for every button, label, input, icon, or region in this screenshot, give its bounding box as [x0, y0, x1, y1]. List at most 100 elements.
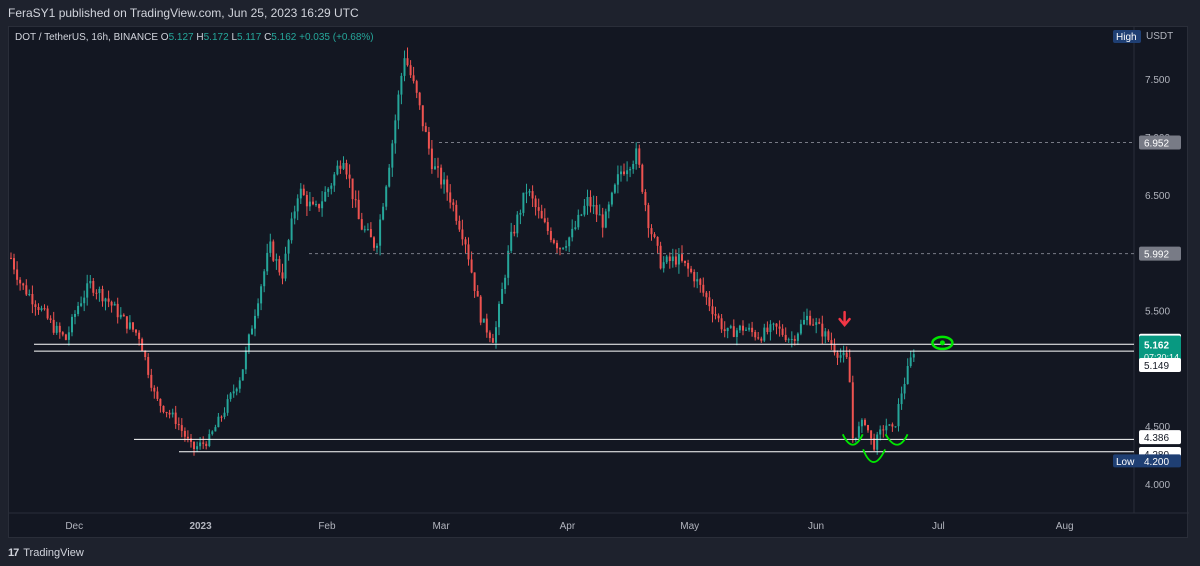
candle-body-50	[162, 405, 165, 412]
chart-panel[interactable]: 7.5007.0006.5006.0005.5004.5004.000USDT6…	[8, 26, 1189, 539]
candle-body-295	[909, 357, 912, 366]
candle-body-123	[385, 186, 388, 207]
candle-body-293	[903, 384, 906, 394]
candle-body-93	[293, 211, 296, 219]
candle-body-262	[809, 315, 812, 325]
high-tag: High	[1116, 32, 1137, 43]
candle-body-67	[214, 427, 217, 432]
candle-body-36	[119, 314, 122, 318]
current-price-label: 5.162	[1144, 341, 1169, 352]
candle-body-9	[37, 307, 40, 310]
high-tag-bg	[1113, 30, 1141, 43]
candle-body-8	[34, 304, 37, 307]
candle-body-172	[534, 198, 537, 208]
candle-body-105	[330, 185, 333, 189]
candle-body-265	[818, 322, 821, 324]
candle-body-273	[842, 352, 845, 356]
candle-body-37	[122, 314, 125, 317]
candle-body-183	[568, 237, 571, 247]
publish-info: FeraSY1 published on TradingView.com, Ju…	[8, 6, 359, 20]
candles	[10, 47, 915, 456]
candle-body-164	[510, 231, 513, 251]
low-value: 4.200	[1144, 457, 1169, 468]
candle-body-38	[125, 316, 128, 329]
candle-body-284	[876, 434, 879, 450]
candle-body-286	[882, 429, 885, 431]
candle-body-168	[522, 192, 525, 213]
candle-body-94	[296, 198, 299, 212]
candle-body-130	[406, 58, 409, 66]
candle-body-224	[693, 272, 696, 282]
candlestick-chart[interactable]: 7.5007.0006.5006.0005.5004.5004.000USDT6…	[9, 27, 1189, 539]
candle-body-281	[867, 425, 869, 431]
candle-body-257	[793, 339, 796, 341]
candle-body-211	[653, 234, 656, 237]
candle-body-120	[376, 245, 378, 248]
ohlc-legend: DOT / TetherUS, 16h, BINANCE O5.127 H5.1…	[15, 32, 374, 43]
low-tag-bg	[1113, 454, 1181, 468]
candle-body-96	[302, 188, 305, 195]
candle-body-180	[559, 248, 561, 250]
candle-body-119	[373, 237, 375, 248]
candle-body-285	[879, 429, 882, 435]
candle-body-139	[434, 166, 436, 170]
candle-body-25	[86, 283, 89, 298]
candle-body-136	[424, 126, 427, 132]
candle-body-74	[235, 388, 238, 392]
candle-body-135	[421, 105, 424, 127]
candle-body-49	[159, 398, 162, 406]
candle-body-271	[836, 352, 839, 358]
candle-body-107	[336, 165, 339, 175]
candle-body-197	[610, 192, 613, 205]
candle-body-148	[461, 229, 464, 240]
candle-body-97	[305, 195, 308, 207]
candle-body-229	[708, 297, 711, 307]
candle-body-195	[604, 211, 607, 228]
candle-body-289	[891, 424, 894, 427]
candle-body-247	[763, 327, 766, 341]
candle-body-31	[104, 298, 107, 302]
level-tag-5149: 5.149	[1144, 361, 1169, 372]
candle-body-282	[870, 430, 873, 439]
candle-body-245	[757, 337, 760, 339]
candle-body-253	[781, 328, 784, 335]
candle-body-115	[360, 219, 363, 230]
y-tick-label-0: 7.500	[1145, 75, 1170, 86]
candle-body-127	[397, 94, 400, 121]
x-tick-label-5: May	[680, 521, 699, 532]
x-tick-label-3: Mar	[432, 521, 450, 532]
candle-body-19	[67, 332, 70, 340]
candle-body-158	[491, 338, 494, 343]
candle-body-47	[153, 387, 156, 392]
candle-body-204	[632, 164, 635, 170]
candle-body-189	[586, 197, 589, 206]
candle-body-203	[629, 169, 632, 171]
candle-body-80	[254, 315, 256, 329]
candle-body-53	[171, 412, 174, 415]
level-tag-4386-bg	[1139, 430, 1181, 445]
candle-body-280	[864, 419, 866, 425]
candle-body-187	[580, 214, 583, 216]
candle-body-240	[742, 325, 744, 331]
candle-body-268	[827, 331, 830, 341]
level-tag-5992-bg	[1139, 246, 1181, 261]
candle-body-162	[504, 277, 507, 289]
candle-body-86	[272, 241, 275, 261]
candle-body-42	[138, 332, 141, 339]
candle-body-52	[168, 412, 171, 415]
y-tick-label-4: 5.500	[1145, 307, 1170, 318]
candle-body-206	[638, 148, 641, 165]
x-tick-label-7: Jul	[932, 521, 945, 532]
candle-body-155	[482, 318, 485, 323]
publish-bar: FeraSY1 published on TradingView.com, Ju…	[0, 0, 1200, 26]
candle-body-198	[613, 184, 616, 193]
candle-body-212	[656, 237, 659, 246]
candle-body-161	[501, 289, 504, 304]
candle-body-143	[446, 179, 449, 193]
candle-body-287	[885, 425, 888, 431]
candle-body-178	[552, 239, 555, 243]
candle-body-188	[583, 205, 586, 215]
candle-body-111	[348, 174, 351, 179]
candle-body-133	[415, 81, 418, 93]
candle-body-254	[784, 334, 787, 341]
